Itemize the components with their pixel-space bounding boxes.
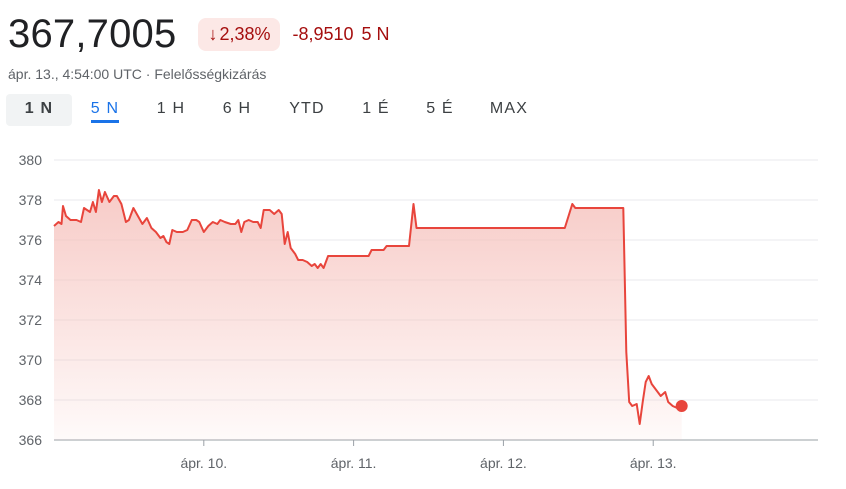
y-tick-label: 374: [19, 272, 43, 288]
tab-6-months[interactable]: 6 H: [222, 100, 252, 117]
current-price: 367,7005: [8, 12, 177, 56]
y-tick-label: 376: [19, 232, 43, 248]
tab-5-years[interactable]: 5 É: [426, 100, 454, 117]
y-tick-label: 372: [19, 312, 43, 328]
x-tick-label: ápr. 10.: [180, 455, 227, 471]
tab-1-year[interactable]: 1 É: [362, 100, 390, 117]
disclaimer-link[interactable]: Felelősségkizárás: [154, 66, 267, 82]
last-price-dot: [675, 400, 688, 412]
change-percent: 2,38%: [219, 23, 271, 44]
change-period: 5 N: [361, 23, 390, 44]
tab-1-month[interactable]: 1 H: [156, 100, 186, 117]
separator: ·: [145, 66, 151, 82]
tab-5-days[interactable]: 5 N: [72, 94, 138, 126]
timestamp: ápr. 13., 4:54:00 UTC: [8, 66, 142, 82]
tab-1-day[interactable]: 1 N: [6, 94, 72, 126]
tab-ytd[interactable]: YTD: [289, 100, 325, 117]
tab-max[interactable]: MAX: [489, 100, 529, 117]
y-tick-label: 370: [19, 352, 43, 368]
price-line: [53, 189, 683, 425]
y-tick-label: 366: [19, 432, 43, 448]
price-area-fill: [54, 190, 682, 440]
arrow-down-icon: ↓: [208, 23, 218, 44]
quote-header: 367,7005 ↓ 2,38% -8,9510 5 N: [8, 8, 390, 60]
change-value-group: -8,9510 5 N: [292, 24, 389, 45]
y-tick-label: 380: [19, 152, 43, 168]
x-tick-label: ápr. 12.: [480, 455, 527, 471]
x-tick-label: ápr. 11.: [331, 455, 377, 471]
y-tick-label: 378: [19, 192, 43, 208]
y-tick-label: 368: [19, 392, 43, 408]
change-value: -8,9510: [292, 23, 354, 44]
range-tabs: 1 N 5 N 1 H 6 H YTD 1 É 5 É MAX: [6, 94, 546, 126]
x-tick-label: ápr. 13.: [630, 455, 677, 471]
timestamp-line: ápr. 13., 4:54:00 UTC · Felelősségkizárá…: [8, 66, 266, 82]
change-percent-badge: ↓ 2,38%: [198, 17, 281, 51]
